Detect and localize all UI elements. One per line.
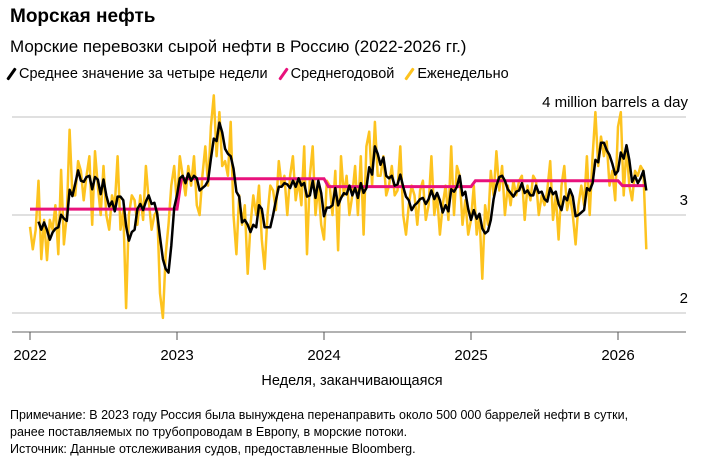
chart-title: Морская нефть (10, 6, 156, 27)
note-line-2: ранее поставляемых по трубопроводам в Ев… (10, 425, 408, 439)
x-axis-label: Неделя, заканчивающаяся (261, 373, 443, 389)
annual-average-line (30, 177, 647, 211)
legend-label: Среднегодовой (290, 66, 395, 82)
legend-item-weekly: Еженедельно (404, 66, 509, 82)
legend: Среднее значение за четыре недели Средне… (6, 66, 509, 82)
y-tick-label: 3 (680, 192, 688, 209)
x-tick-label: 2026 (601, 347, 634, 364)
legend-label: Еженедельно (417, 66, 509, 82)
note-line-1: Примечание: В 2023 году Россия была выну… (10, 408, 629, 422)
legend-item-annual-average: Среднегодовой (277, 66, 395, 82)
x-tick-label: 2023 (160, 347, 193, 364)
x-tick-label: 2024 (307, 347, 340, 364)
legend-label: Среднее значение за четыре недели (19, 66, 268, 82)
weekly-series-line (28, 94, 648, 320)
legend-item-four-week-average: Среднее значение за четыре недели (6, 66, 268, 82)
x-tick-label: 2022 (13, 347, 46, 364)
x-tick-label: 2025 (454, 347, 487, 364)
y-tick-label: 2 (680, 290, 688, 307)
four-week-average-line (37, 121, 648, 274)
y-tick-label: 4 million barrels a day (542, 94, 688, 111)
chart-subtitle: Морские перевозки сырой нефти в Россию (… (10, 37, 467, 56)
source-note: Источник: Данные отслеживания судов, пре… (10, 442, 416, 456)
